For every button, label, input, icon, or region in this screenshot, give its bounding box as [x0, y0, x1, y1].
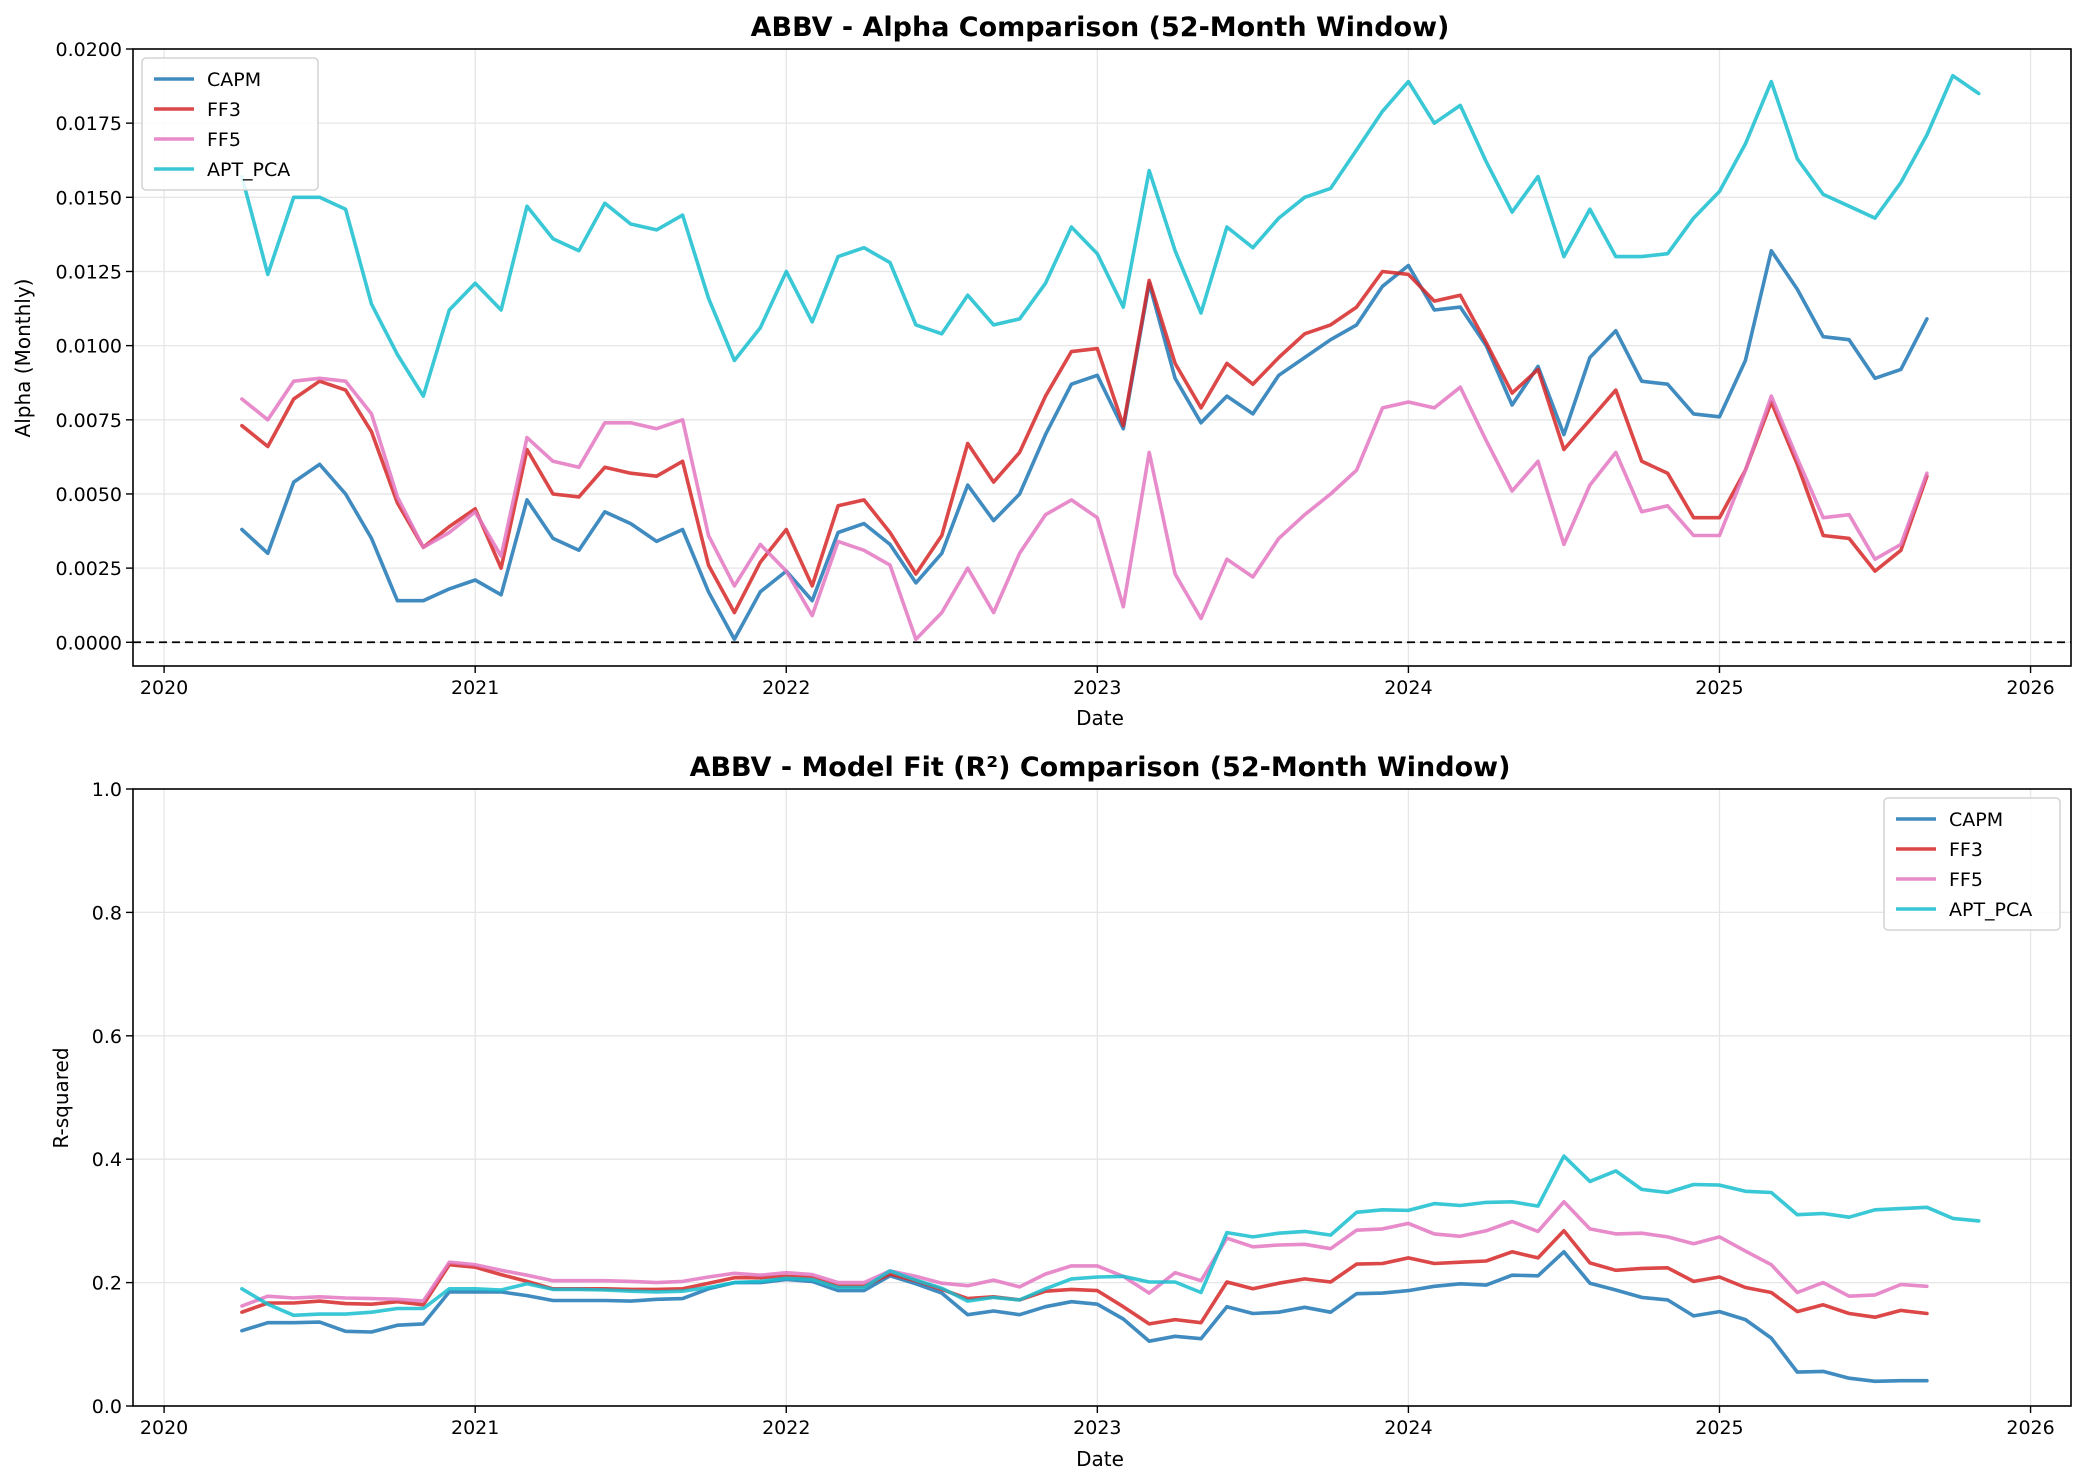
alpha-y-tick-label: 0.0175: [56, 113, 122, 135]
rsquared-series-line-ff3: [240, 1229, 1929, 1326]
rsquared-legend-label-ff3: FF3: [1949, 839, 1983, 861]
rsquared-x-axis-label: Date: [1076, 1447, 1124, 1471]
alpha-series-line-ff5: [240, 376, 1929, 642]
rsquared-x-tick-label: 2022: [762, 1417, 810, 1439]
rsquared-x-tick-label: 2026: [2006, 1417, 2054, 1439]
rsquared-panel: ABBV - Model Fit (R²) Comparison (52-Mon…: [49, 752, 2072, 1471]
rsquared-y-tick-label: 1.0: [92, 779, 122, 801]
alpha-y-axis-label: Alpha (Monthly): [11, 279, 35, 438]
rsquared-x-tick-label: 2021: [451, 1417, 499, 1439]
alpha-legend-label-apt-pca: APT_PCA: [207, 159, 290, 181]
alpha-legend: CAPM FF3 FF5 APT_PCA: [141, 57, 319, 191]
alpha-legend-box: [141, 57, 319, 191]
rsquared-series-line-apt-pca: [240, 1154, 1981, 1318]
alpha-y-tick-label: 0.0000: [56, 632, 122, 654]
rsquared-gridlines: [133, 788, 2071, 1407]
alpha-y-tick-label: 0.0075: [56, 410, 122, 432]
rsquared-y-axis-label: R-squared: [49, 1047, 73, 1148]
alpha-panel: ABBV - Alpha Comparison (52-Month Window…: [11, 12, 2072, 730]
rsquared-legend-label-apt-pca: APT_PCA: [1949, 899, 2032, 921]
rsquared-x-tick-label: 2025: [1695, 1417, 1743, 1439]
alpha-series-line-apt-pca: [240, 73, 1981, 398]
alpha-y-tick-label: 0.0100: [56, 336, 122, 358]
alpha-legend-label-ff5: FF5: [207, 129, 241, 151]
rsquared-y-tick-label: 0.4: [92, 1149, 122, 1171]
alpha-x-tick-label: 2026: [2006, 677, 2054, 699]
rsquared-series-line-capm: [240, 1250, 1929, 1384]
rsquared-y-ticks: 0.0 0.2 0.4 0.6 0.8 1.0: [92, 779, 133, 1418]
alpha-y-ticks: 0.0000 0.0025 0.0050 0.0075 0.0100 0.0125 0.01…: [56, 39, 133, 654]
rsquared-x-tick-label: 2020: [140, 1417, 188, 1439]
rsquared-chart-title: ABBV - Model Fit (R²) Comparison (52-Mon…: [690, 752, 1511, 783]
alpha-x-tick-label: 2025: [1695, 677, 1743, 699]
alpha-series-line-ff3: [240, 269, 1929, 615]
alpha-legend-label-ff3: FF3: [207, 99, 241, 121]
rsquared-y-tick-label: 0.6: [92, 1026, 122, 1048]
alpha-x-tick-label: 2023: [1073, 677, 1121, 699]
rsquared-legend-label-ff5: FF5: [1949, 869, 1983, 891]
alpha-x-tick-label: 2024: [1384, 677, 1432, 699]
alpha-x-tick-label: 2022: [762, 677, 810, 699]
alpha-series-lines: [240, 73, 1981, 642]
rsquared-y-tick-label: 0.0: [92, 1396, 122, 1418]
alpha-series-line-capm: [240, 248, 1929, 642]
rsquared-legend-label-capm: CAPM: [1949, 809, 2003, 831]
rsquared-x-tick-label: 2023: [1073, 1417, 1121, 1439]
alpha-x-axis-label: Date: [1076, 706, 1124, 730]
alpha-y-tick-label: 0.0125: [56, 261, 122, 283]
alpha-chart-title: ABBV - Alpha Comparison (52-Month Window…: [751, 12, 1450, 43]
alpha-x-ticks: 2020 2021 2022 2023 2024 2025 2026: [140, 666, 2055, 699]
rsquared-legend-box: [1883, 797, 2061, 931]
alpha-plot-frame: [132, 48, 2072, 667]
alpha-x-tick-label: 2021: [451, 677, 499, 699]
alpha-legend-label-capm: CAPM: [207, 69, 261, 91]
rsquared-x-tick-label: 2024: [1384, 1417, 1432, 1439]
rsquared-y-tick-label: 0.2: [92, 1273, 122, 1295]
rsquared-legend: CAPM FF3 FF5 APT_PCA: [1883, 797, 2061, 931]
alpha-gridlines: [133, 48, 2071, 666]
rsquared-series-lines: [240, 1154, 1981, 1384]
rsquared-y-tick-label: 0.8: [92, 902, 122, 924]
rsquared-series-line-ff5: [240, 1200, 1929, 1308]
alpha-y-tick-label: 0.0025: [56, 558, 122, 580]
rsquared-plot-frame: [132, 788, 2072, 1407]
alpha-x-tick-label: 2020: [140, 677, 188, 699]
alpha-y-tick-label: 0.0200: [56, 39, 122, 61]
rsquared-x-ticks: 2020 2021 2022 2023 2024 2025 2026: [140, 1406, 2055, 1439]
alpha-y-tick-label: 0.0150: [56, 187, 122, 209]
alpha-y-tick-label: 0.0050: [56, 484, 122, 506]
